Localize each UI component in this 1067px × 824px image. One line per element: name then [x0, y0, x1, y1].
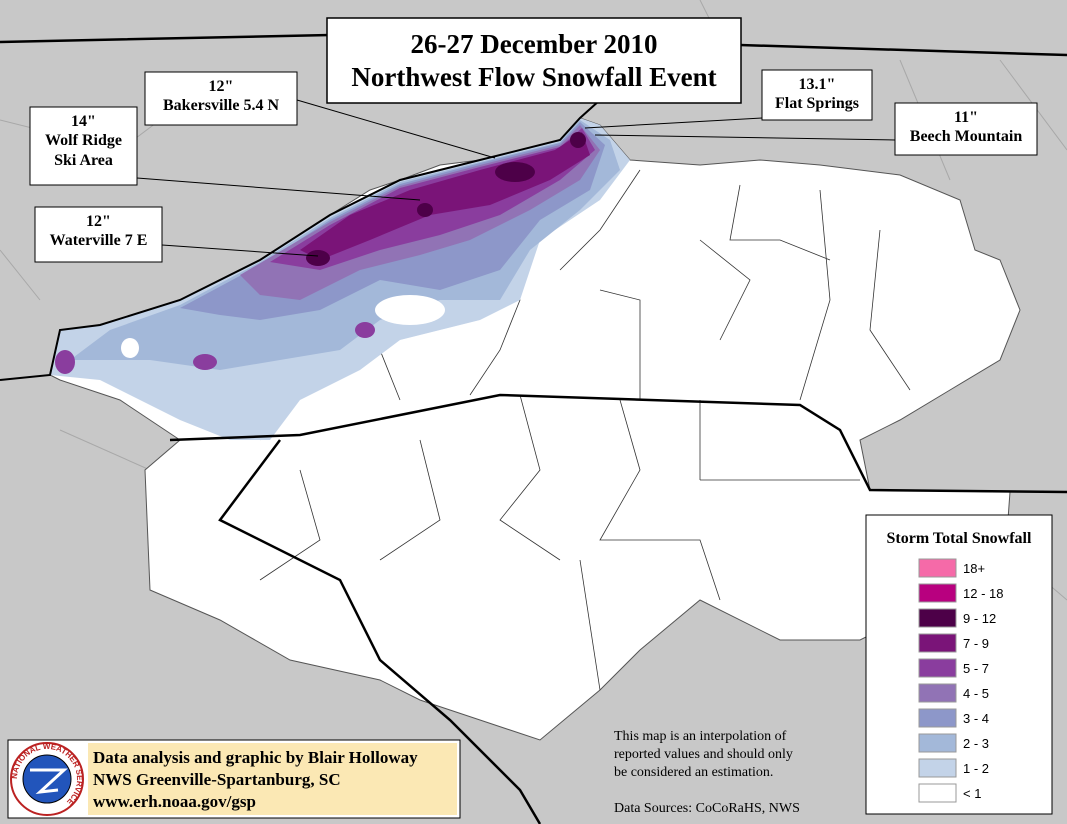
station-name: Flat Springs	[775, 95, 859, 112]
credit-line: NWS Greenville-Spartanburg, SC	[93, 770, 341, 789]
station-box	[761, 69, 873, 121]
station-name: Bakersville 5.4 N	[163, 97, 279, 114]
legend-label: 18+	[963, 561, 985, 576]
note-line: be considered an estimation.	[614, 765, 773, 780]
title-box	[326, 17, 742, 104]
legend-swatch	[918, 708, 957, 728]
data-sources: Data Sources: CoCoRaHS, NWS	[614, 801, 800, 816]
legend-swatch	[918, 683, 957, 703]
station-box	[894, 102, 1038, 156]
credit-line: www.erh.noaa.gov/gsp	[93, 792, 256, 811]
credit-line: Data analysis and graphic by Blair Hollo…	[93, 748, 418, 767]
state-lines	[0, 33, 1067, 824]
note-line: reported values and should only	[614, 747, 793, 762]
title-line: 26-27 December 2010	[411, 29, 658, 59]
legend-label: 3 - 4	[963, 711, 989, 726]
legend-label: 2 - 3	[963, 736, 989, 751]
station-name: Waterville 7 E	[50, 232, 148, 249]
station-amount: 12"	[209, 78, 234, 95]
legend-swatch	[918, 758, 957, 778]
station-name: Beech Mountain	[910, 128, 1023, 145]
legend-label: 7 - 9	[963, 636, 989, 651]
station-box	[29, 106, 138, 186]
station-amount: 14"	[71, 113, 96, 130]
logo-bolt	[30, 768, 68, 794]
legend-swatch	[918, 633, 957, 653]
snowfall-shading	[50, 118, 630, 440]
station-box	[34, 206, 163, 263]
title-line: Northwest Flow Snowfall Event	[351, 62, 716, 92]
station-amount: 12"	[86, 213, 111, 230]
credit-background	[88, 743, 457, 815]
legend-box	[865, 514, 1053, 815]
station-amount: 13.1"	[799, 76, 836, 93]
legend-swatch	[918, 608, 957, 628]
legend-swatch	[918, 733, 957, 753]
leader-lines	[136, 99, 896, 257]
legend-label: 9 - 12	[963, 611, 996, 626]
station-name: Wolf Ridge	[45, 132, 122, 149]
legend-swatch	[918, 658, 957, 678]
legend-label: < 1	[963, 786, 981, 801]
note-line: This map is an interpolation of	[614, 729, 787, 744]
legend-swatch	[918, 558, 957, 578]
legend-swatch	[918, 783, 957, 803]
station-name: Ski Area	[54, 152, 113, 169]
station-amount: 11"	[954, 109, 978, 126]
station-box	[144, 71, 298, 126]
logo	[22, 754, 72, 804]
legend-label: 5 - 7	[963, 661, 989, 676]
legend-swatch	[918, 583, 957, 603]
legend-label: 4 - 5	[963, 686, 989, 701]
legend-title: Storm Total Snowfall	[887, 530, 1032, 547]
legend-label: 12 - 18	[963, 586, 1003, 601]
legend-label: 1 - 2	[963, 761, 989, 776]
